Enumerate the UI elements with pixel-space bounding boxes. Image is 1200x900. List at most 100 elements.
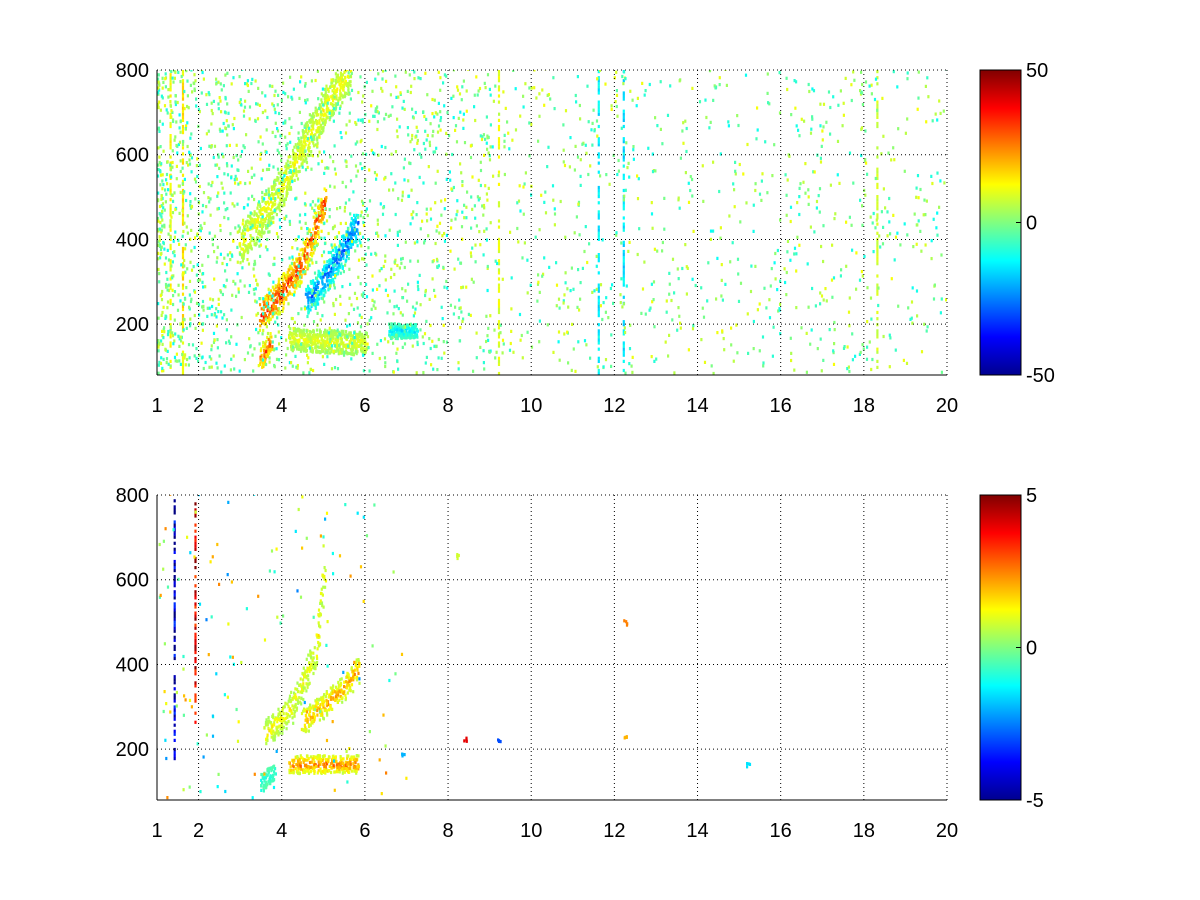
heatmap-cell bbox=[185, 198, 188, 203]
heatmap-cell bbox=[233, 367, 236, 371]
heatmap-cell bbox=[497, 320, 501, 324]
heatmap-cell bbox=[360, 244, 363, 248]
heatmap-cell bbox=[267, 212, 270, 216]
heatmap-cell bbox=[328, 282, 331, 286]
heatmap-cell bbox=[321, 107, 324, 111]
heatmap-cell bbox=[332, 261, 335, 265]
heatmap-cell bbox=[403, 325, 406, 329]
heatmap-cell bbox=[436, 130, 440, 134]
heatmap-cell bbox=[300, 155, 303, 159]
heatmap-cell bbox=[178, 344, 181, 348]
heatmap-cell bbox=[846, 367, 849, 371]
heatmap-cell bbox=[346, 70, 349, 72]
heatmap-cell bbox=[577, 202, 580, 206]
heatmap-cell bbox=[261, 230, 264, 234]
heatmap-cell bbox=[169, 204, 172, 208]
heatmap-cell bbox=[628, 240, 631, 244]
heatmap-cell bbox=[298, 347, 301, 351]
heatmap-cell bbox=[278, 141, 281, 145]
heatmap-cell bbox=[313, 121, 316, 125]
heatmap-cell bbox=[225, 318, 228, 322]
heatmap-cell bbox=[700, 338, 703, 342]
heatmap-cell bbox=[157, 339, 160, 343]
heatmap-cell bbox=[622, 140, 625, 144]
heatmap-cell bbox=[597, 170, 600, 174]
heatmap-cell bbox=[338, 345, 341, 349]
heatmap-cell bbox=[290, 361, 293, 365]
heatmap-cell bbox=[195, 301, 199, 305]
heatmap-cell bbox=[184, 363, 187, 367]
heatmap-cell bbox=[297, 312, 300, 316]
heatmap-cell bbox=[311, 261, 314, 265]
heatmap-cell bbox=[647, 146, 650, 150]
heatmap-cell bbox=[394, 74, 397, 78]
heatmap-cell bbox=[179, 119, 182, 123]
heatmap-cell bbox=[760, 198, 763, 202]
heatmap-cell bbox=[892, 70, 895, 74]
heatmap-cell bbox=[160, 313, 163, 317]
heatmap-cell bbox=[409, 90, 412, 95]
heatmap-cell bbox=[276, 291, 279, 295]
heatmap-cell bbox=[244, 244, 247, 248]
heatmap-cell bbox=[174, 100, 177, 104]
heatmap-cell bbox=[689, 188, 692, 193]
heatmap-cell bbox=[316, 341, 319, 345]
heatmap-cell bbox=[300, 75, 303, 79]
heatmap-cell bbox=[383, 356, 387, 360]
heatmap-cell bbox=[314, 306, 317, 310]
heatmap-cell bbox=[347, 344, 350, 348]
heatmap-cell bbox=[348, 111, 351, 115]
heatmap-cell bbox=[931, 181, 934, 186]
heatmap-cell bbox=[384, 70, 387, 72]
heatmap-cell bbox=[309, 240, 312, 244]
heatmap-cell bbox=[297, 156, 300, 160]
heatmap-cell bbox=[421, 219, 424, 223]
heatmap-cell bbox=[314, 226, 318, 230]
heatmap-cell bbox=[292, 272, 295, 276]
heatmap-cell bbox=[308, 263, 311, 267]
heatmap-cell bbox=[291, 364, 294, 368]
heatmap-cell bbox=[452, 185, 455, 190]
heatmap-cell bbox=[783, 267, 786, 271]
heatmap-cell bbox=[517, 199, 521, 203]
heatmap-cell bbox=[331, 272, 334, 276]
heatmap-cell bbox=[888, 365, 891, 369]
heatmap-cell bbox=[166, 284, 169, 288]
heatmap-cell bbox=[876, 112, 879, 116]
heatmap-cell bbox=[876, 317, 879, 321]
heatmap-cell bbox=[265, 216, 268, 221]
heatmap-cell bbox=[307, 242, 310, 246]
heatmap-cell bbox=[158, 227, 161, 231]
heatmap-cell bbox=[258, 328, 262, 332]
heatmap-cell bbox=[848, 296, 851, 300]
heatmap-cell bbox=[333, 84, 336, 88]
heatmap-cell bbox=[174, 332, 177, 336]
heatmap-cell bbox=[159, 183, 162, 187]
heatmap-cell bbox=[186, 267, 189, 271]
heatmap-cell bbox=[896, 85, 899, 89]
heatmap-cell bbox=[217, 102, 220, 106]
heatmap-cell bbox=[484, 184, 487, 188]
heatmap-cell bbox=[256, 311, 260, 316]
heatmap-cell bbox=[668, 292, 671, 296]
heatmap-cell bbox=[212, 99, 215, 103]
heatmap-cell bbox=[553, 107, 556, 111]
heatmap-cell bbox=[411, 70, 414, 71]
heatmap-cell bbox=[319, 272, 322, 276]
heatmap-cell bbox=[249, 345, 252, 349]
heatmap-cell bbox=[469, 313, 472, 317]
heatmap-cell bbox=[217, 80, 220, 84]
heatmap-cell bbox=[308, 344, 311, 348]
heatmap-cell bbox=[405, 325, 408, 330]
heatmap-cell bbox=[936, 211, 939, 215]
heatmap-cell bbox=[332, 304, 335, 308]
heatmap-cell bbox=[318, 213, 321, 218]
heatmap-cell bbox=[238, 229, 241, 233]
heatmap-cell bbox=[246, 258, 249, 262]
heatmap-cell bbox=[797, 128, 800, 132]
heatmap-cell bbox=[169, 134, 172, 138]
heatmap-cell bbox=[320, 126, 323, 130]
heatmap-cell bbox=[258, 202, 261, 206]
heatmap-cell bbox=[601, 238, 604, 242]
heatmap-cell bbox=[874, 226, 877, 230]
